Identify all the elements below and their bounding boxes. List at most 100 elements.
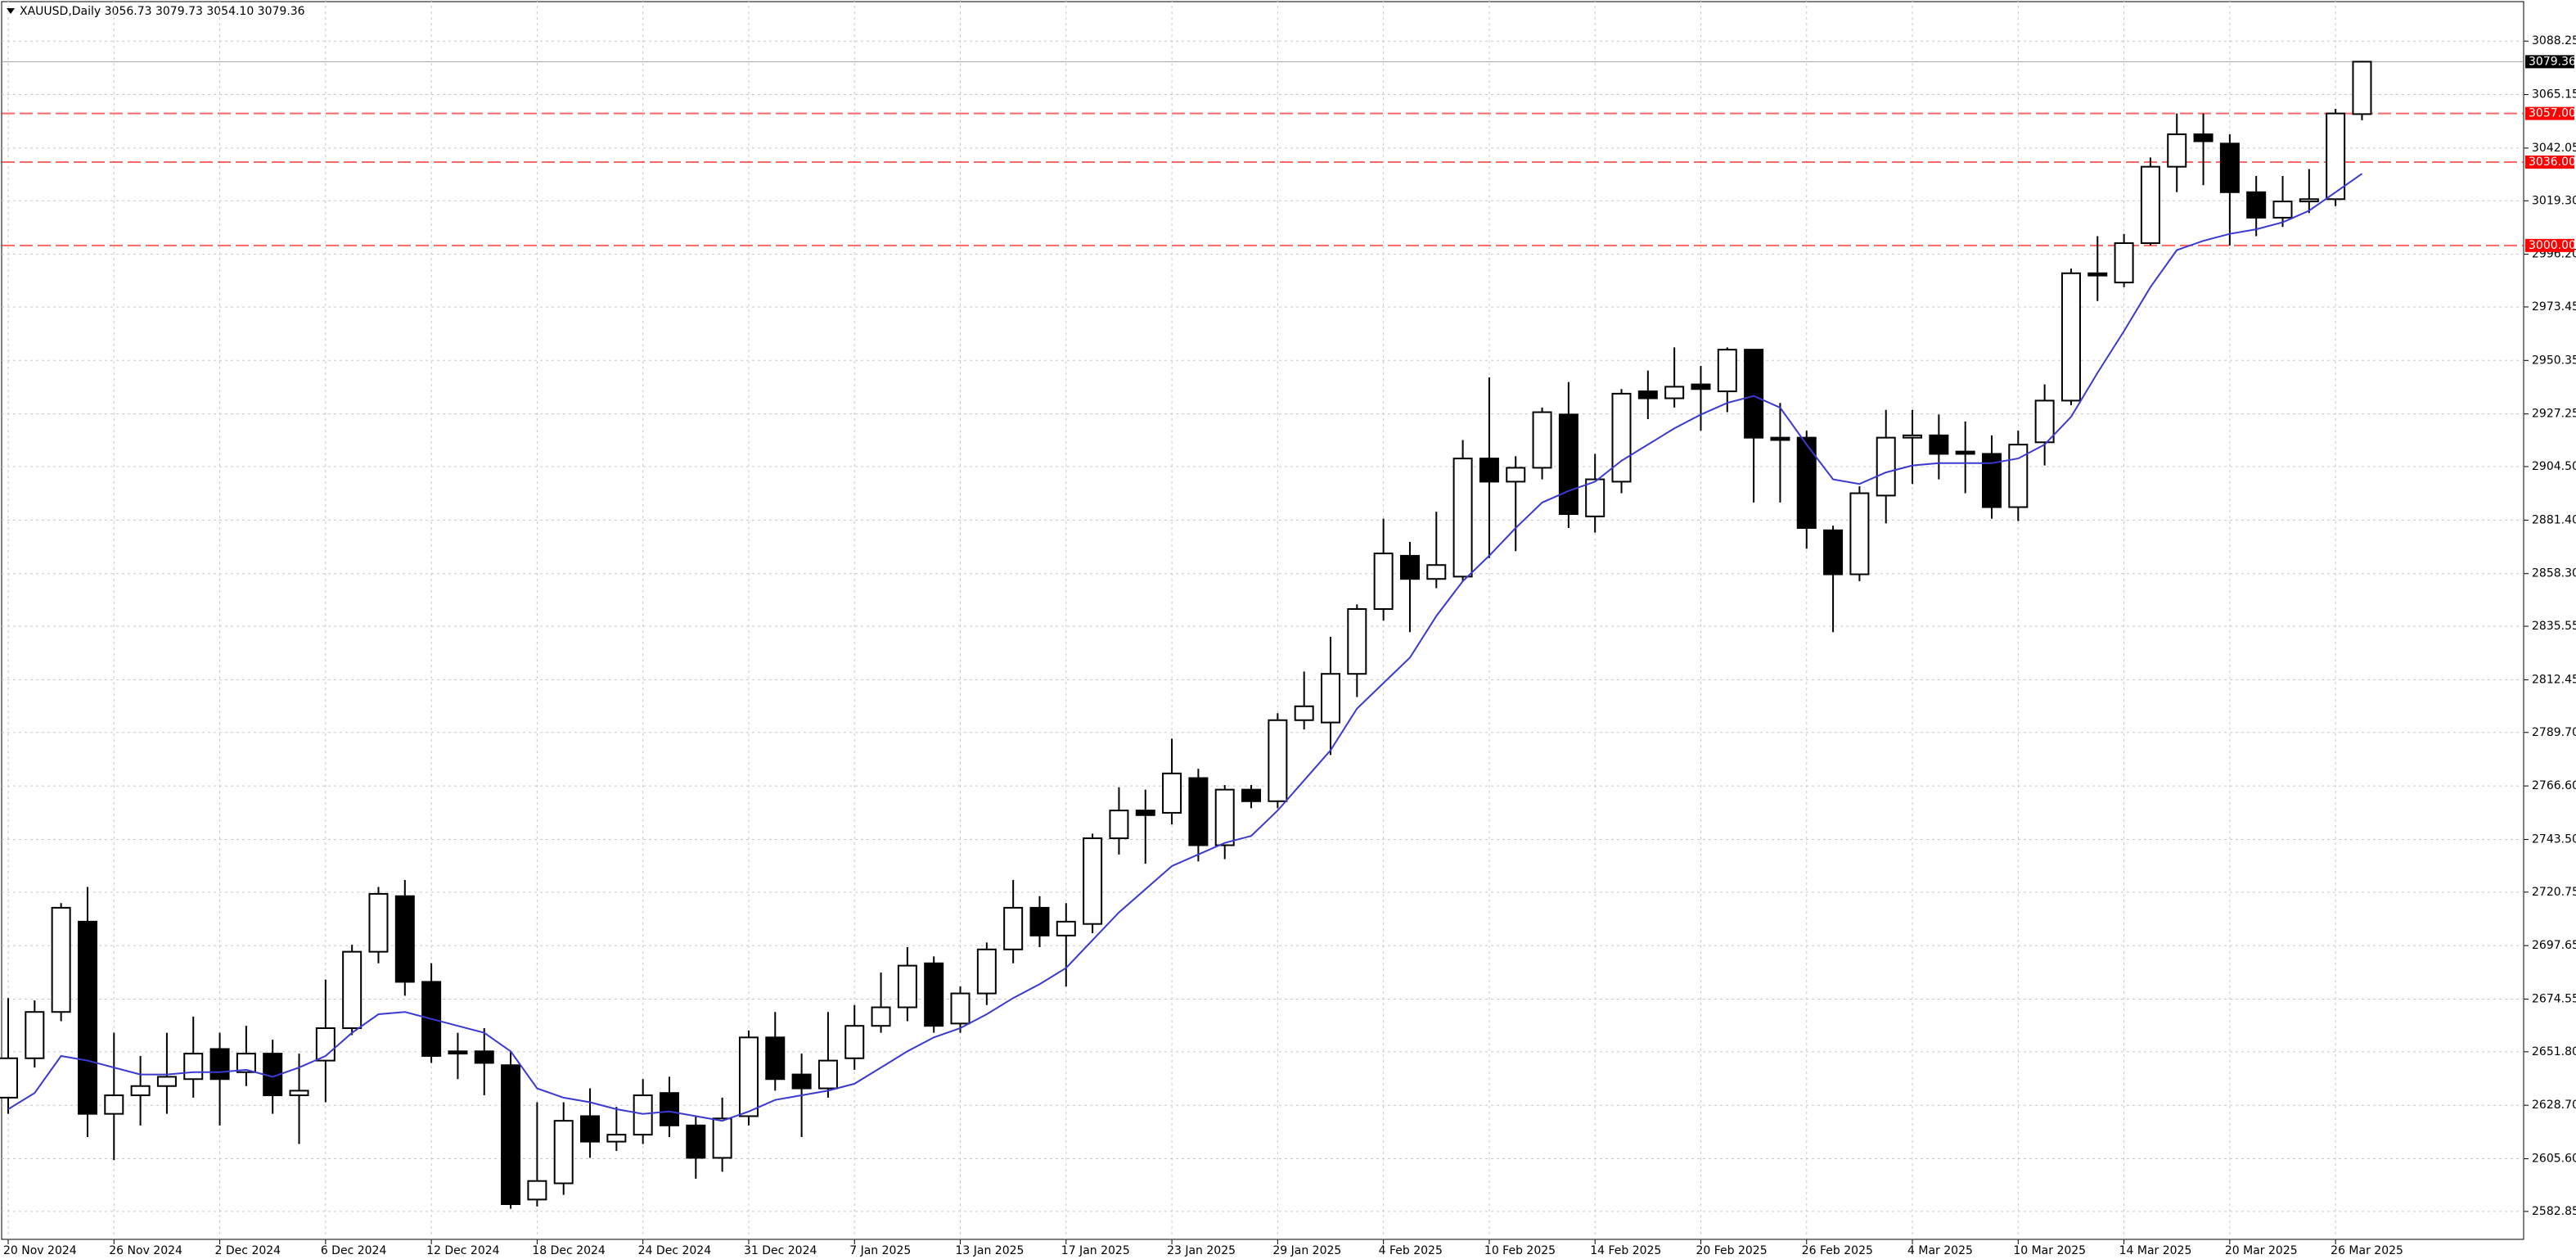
- x-tick-label: 31 Dec 2024: [744, 1244, 817, 1257]
- x-tick-label: 6 Dec 2024: [321, 1244, 387, 1257]
- x-tick-label: 20 Mar 2025: [2225, 1244, 2298, 1257]
- candle-body: [1321, 673, 1340, 724]
- candle-body: [448, 1050, 468, 1055]
- candle-body: [1770, 436, 1790, 441]
- candle-body: [1558, 413, 1578, 516]
- candle-body: [606, 1134, 627, 1143]
- y-tick-label: 3088.25: [2532, 34, 2576, 47]
- candle-body: [236, 1053, 256, 1073]
- candle-body: [2219, 142, 2240, 193]
- level-label-box: [2525, 106, 2574, 120]
- candle-body: [580, 1115, 601, 1143]
- y-tick-label: 2628.70: [2532, 1099, 2576, 1112]
- y-tick-label: 3019.30: [2532, 194, 2576, 207]
- candle-body: [1188, 777, 1209, 846]
- candle-body: [501, 1064, 521, 1206]
- x-tick-label: 14 Mar 2025: [2119, 1244, 2192, 1257]
- x-tick-label: 17 Jan 2025: [1061, 1244, 1130, 1257]
- candle-body: [1849, 492, 1870, 575]
- y-tick-label: 2582.85: [2532, 1205, 2576, 1218]
- x-tick-label: 2 Dec 2024: [215, 1244, 281, 1257]
- candle-body: [1664, 386, 1685, 399]
- candle-body: [1717, 349, 1737, 393]
- candle-body: [51, 906, 71, 1013]
- x-tick-label: 20 Feb 2025: [1696, 1244, 1767, 1257]
- candle-body: [1056, 920, 1076, 936]
- candle-body: [1399, 554, 1420, 580]
- candle-body: [1294, 705, 1314, 721]
- last-price-box: [2525, 55, 2574, 69]
- candle-body: [871, 1006, 891, 1027]
- y-tick-label: 2812.45: [2532, 673, 2576, 686]
- y-tick-label: 2858.30: [2532, 567, 2576, 580]
- candle-body: [368, 892, 389, 953]
- candle-body: [817, 1059, 838, 1090]
- candle-body: [1903, 434, 1923, 439]
- y-tick-label: 2927.25: [2532, 408, 2576, 421]
- x-tick-label: 26 Mar 2025: [2331, 1244, 2403, 1257]
- candle-body: [2087, 272, 2108, 277]
- candle-body: [1426, 564, 1447, 580]
- y-tick-label: 2950.35: [2532, 354, 2576, 367]
- candle-body: [104, 1094, 124, 1115]
- candle-body: [686, 1124, 706, 1159]
- candle-body: [1982, 453, 2002, 508]
- candle-body: [1585, 478, 1605, 517]
- y-tick-label: 2766.60: [2532, 779, 2576, 792]
- candle-body: [183, 1053, 204, 1081]
- candle-body: [950, 992, 971, 1025]
- x-tick-label: 10 Feb 2025: [1484, 1244, 1556, 1257]
- candle-body: [2167, 133, 2187, 168]
- candle-body: [1744, 349, 1764, 439]
- candle-body: [1029, 906, 1050, 936]
- candle-body: [553, 1120, 574, 1185]
- candle-body: [791, 1073, 812, 1090]
- candle-body: [976, 948, 997, 995]
- candle-body: [2114, 242, 2134, 284]
- y-tick-label: 2973.45: [2532, 300, 2576, 314]
- y-tick-label: 2743.50: [2532, 833, 2576, 846]
- menu-arrow[interactable]: [7, 8, 15, 14]
- candle-body: [2008, 444, 2029, 508]
- candle-body: [394, 895, 415, 983]
- y-tick-label: 2720.75: [2532, 886, 2576, 899]
- candle-body: [2299, 198, 2319, 203]
- candle-body: [1611, 392, 1632, 483]
- x-tick-label: 13 Jan 2025: [956, 1244, 1025, 1257]
- chart-title: XAUUSD,Daily 3056.73 3079.73 3054.10 307…: [20, 5, 305, 18]
- level-label: 3000.00: [2529, 239, 2576, 252]
- candle-body: [130, 1085, 151, 1097]
- last-price-label: 3079.36: [2529, 55, 2576, 68]
- candle-body: [25, 1011, 45, 1059]
- candle-body: [660, 1092, 679, 1126]
- candle-body: [2193, 133, 2213, 142]
- x-tick-label: 7 Jan 2025: [849, 1244, 911, 1257]
- y-tick-label: 3065.15: [2532, 88, 2576, 102]
- candle-body: [924, 962, 944, 1027]
- y-tick-label: 2904.50: [2532, 460, 2576, 473]
- candle-body: [1162, 772, 1182, 814]
- candle-body: [1823, 529, 1844, 575]
- candle-body: [2060, 272, 2081, 402]
- candle-body: [2140, 165, 2160, 245]
- y-tick-label: 2697.65: [2532, 939, 2576, 952]
- candle-body: [2352, 61, 2372, 115]
- candle-body: [897, 964, 917, 1009]
- candle-body: [1876, 436, 1896, 497]
- axis: 3088.253065.153042.053019.302996.202973.…: [3, 34, 2576, 1257]
- candle-body: [1214, 788, 1235, 846]
- candle-body: [2326, 112, 2346, 201]
- x-tick-label: 4 Feb 2025: [1379, 1244, 1443, 1257]
- y-tick-label: 2651.80: [2532, 1045, 2576, 1058]
- candle-body: [0, 1057, 18, 1099]
- x-tick-label: 14 Feb 2025: [1590, 1244, 1661, 1257]
- candle-body: [209, 1048, 230, 1081]
- candle-body: [474, 1050, 494, 1064]
- candle-body: [1452, 458, 1473, 578]
- moving-average: [7, 173, 2363, 1122]
- y-tick-label: 2835.55: [2532, 620, 2576, 633]
- x-tick-label: 20 Nov 2024: [3, 1244, 77, 1257]
- x-tick-label: 10 Mar 2025: [2013, 1244, 2086, 1257]
- x-tick-label: 26 Feb 2025: [1802, 1244, 1873, 1257]
